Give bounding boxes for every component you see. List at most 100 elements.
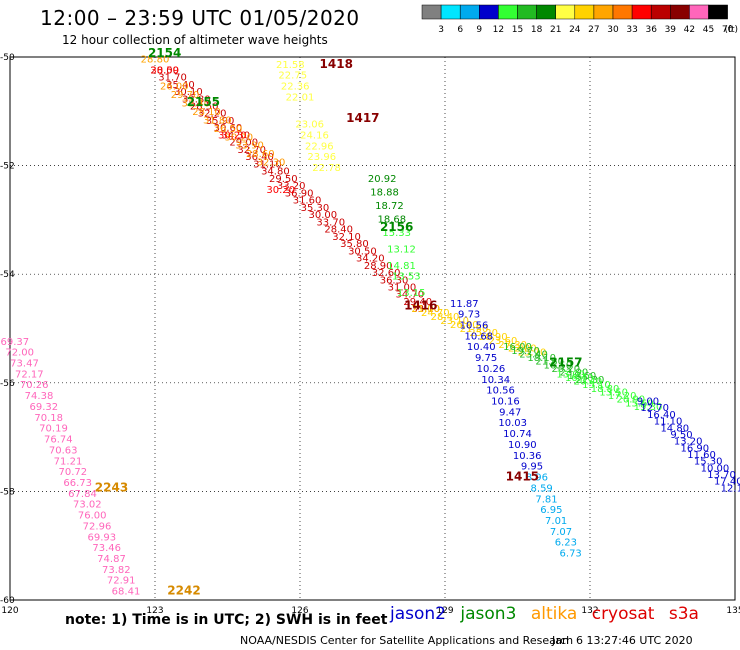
track-value-label: 26.80 [450,320,479,331]
data-point-label: 18.68 [378,215,407,226]
track-value-label: 25.70 [518,348,547,359]
y-tick-label: -50 [0,53,15,63]
data-point-label: 13.53 [392,272,421,283]
data-point-label: 10.26 [477,364,506,375]
track-value-label: 21.80 [535,357,564,368]
track-value-label: 16.50 [543,360,572,371]
data-point-label: 9.47 [499,407,521,418]
data-point-label: 10.36 [513,451,542,462]
track-value-label: 34.70 [396,290,425,301]
data-point-label: 70.19 [39,424,68,435]
track-value-label: 22.00 [508,344,537,355]
data-point-label: 10.68 [465,331,494,342]
legend-cryosat: cryosat [591,604,655,624]
track-value-label: 16.40 [647,410,676,421]
data-point-label: 73.02 [73,500,102,511]
track-value-label: 19.30 [634,402,663,413]
track-value-label: 13.00 [556,369,585,380]
data-point-label: 9.75 [475,353,497,364]
track-value-label: 11.10 [654,417,683,428]
data-point-label: 28.80 [141,54,170,65]
track-value-label: 27.30 [498,340,527,351]
track-value-label: 28.60 [246,149,275,160]
time-label: 2157 [549,356,582,370]
scale-tick-label: 18 [531,25,543,35]
time-label: 2155 [187,95,220,109]
track-value-label: 9.50 [670,430,692,441]
data-point-label: 74.87 [97,554,126,565]
track-value-label: 13.70 [707,470,736,481]
track-value-label: 13.50 [599,387,628,398]
data-point-label: 69.93 [88,532,117,543]
track-value-label: 33.20 [277,181,306,192]
time-label: 2243 [95,480,128,494]
data-point-label: 18.88 [370,187,399,198]
scale-tick-label: 45 [703,25,714,35]
track-value-label: 13.20 [674,437,703,448]
track-value-label: 16.70 [565,373,594,384]
track-value-label: 31.60 [293,196,322,207]
data-point-label: 8.96 [526,473,548,484]
track-value-label: 15.30 [694,457,723,468]
data-point-label: 6.95 [540,505,562,516]
track-value-label: 17.20 [608,391,637,402]
y-tick-label: -54 [0,270,15,280]
x-tick-label: 129 [436,606,453,616]
data-point-label: 9.95 [521,462,543,473]
track-value-label: 18.10 [527,353,556,364]
data-point-label: 22.01 [286,92,315,103]
y-tick-label: -52 [0,162,15,172]
data-point-label: 70.26 [20,380,49,391]
track-value-label: 32.30 [257,158,286,169]
track-value-label: 24.70 [421,308,450,319]
legend-altika: altika [530,604,578,624]
scale-tick-label: 36 [645,25,657,35]
scale-tick-label: 39 [665,25,677,35]
track-value-label: 23.60 [489,336,518,347]
track-value-label: 35.30 [301,203,330,214]
scale-unit: (ft) [724,25,738,35]
track-value-label: 30.20 [224,132,253,143]
data-point-label: 10.03 [498,418,527,429]
data-point-label: 15.33 [382,228,411,239]
chart-title: 12:00 – 23:59 UTC 01/05/2020 [40,6,360,30]
scale-swatch [708,4,728,20]
data-point-label: 72.91 [107,576,136,587]
data-point-label: 69.32 [30,402,59,413]
track-value-label: 32.10 [332,232,361,243]
data-point-label: 11.87 [450,299,479,310]
data-point-label: 13.15 [397,288,426,299]
data-point-label: 9.73 [458,310,480,321]
track-value-label: 32.70 [237,145,266,156]
data-point-label: 22.36 [281,82,310,93]
data-point-label: 6.73 [560,549,582,560]
track-value-label: 31.00 [388,282,417,293]
track-value-label: 29.40 [403,297,432,308]
track-value-label: 30.10 [174,87,203,98]
plot-frame [9,56,736,601]
y-tick-label: -58 [0,487,15,497]
data-point-label: 22.96 [305,141,334,152]
legend-jason3: jason3 [460,604,517,624]
track-value-label: 34.30 [222,130,251,141]
data-point-label: 7.81 [535,494,557,505]
data-point-label: 10.90 [508,440,537,451]
track-value-label: 30.60 [214,123,243,134]
track-value-label: 23.90 [560,368,589,379]
data-point-label: 30.20 [266,185,295,196]
scale-tick-label: 27 [588,25,599,35]
y-tick-label: -56 [0,379,15,389]
track-value-label: 28.00 [150,65,179,76]
track-value-label: 14.80 [660,423,689,434]
legend: jason2 jason3 altika cryosat s3a [390,604,708,624]
scale-tick-label: 21 [550,25,561,35]
track-value-label: 33.70 [316,217,345,228]
scale-tick-label: 30 [607,25,619,35]
data-point-label: 73.46 [92,543,121,554]
data-point-label: 68.41 [112,587,141,598]
track-value-label: 30.50 [348,246,377,257]
data-point-label: 22.75 [278,71,307,82]
track-value-label: 26.00 [160,82,189,93]
legend-jason2: jason2 [390,604,446,624]
